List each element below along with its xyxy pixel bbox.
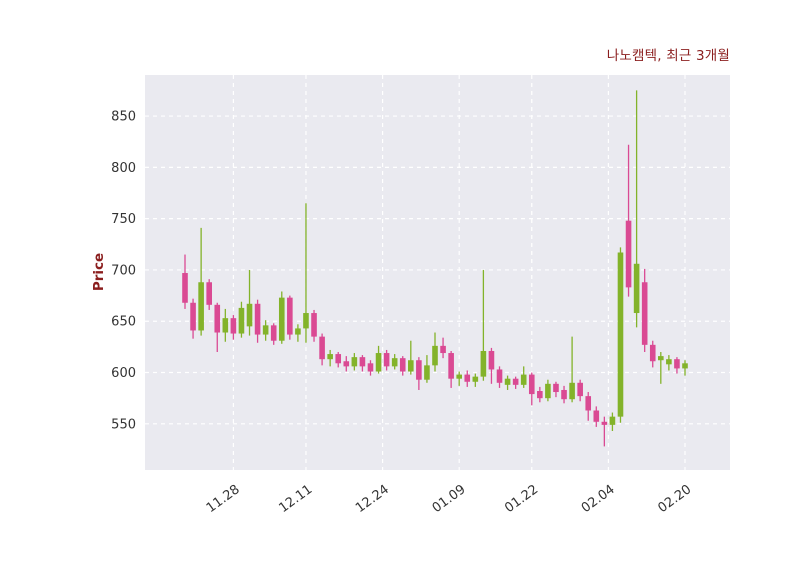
candle-body: [335, 354, 342, 364]
candle-body: [593, 410, 600, 422]
candle-body: [504, 378, 511, 385]
candle-body: [512, 378, 519, 385]
candle-body: [383, 353, 390, 367]
y-tick-label: 550: [111, 417, 136, 432]
candle-body: [496, 369, 503, 383]
x-tick-label: 02.20: [655, 482, 694, 516]
candle-body: [585, 396, 592, 411]
candle-body: [343, 361, 350, 367]
candle-body: [303, 313, 309, 329]
candle-body: [537, 391, 543, 399]
x-tick-label: 01.09: [430, 482, 469, 516]
x-tick-label: 01.22: [502, 482, 541, 516]
candle-body: [198, 282, 204, 331]
x-tick-label: 11.28: [204, 482, 243, 516]
candle-body: [182, 273, 188, 303]
y-tick-label: 600: [111, 366, 136, 381]
candle-body: [254, 303, 261, 335]
candle-body: [520, 374, 527, 385]
candle-body: [682, 363, 688, 369]
candle-body: [270, 325, 277, 341]
candle-body: [472, 376, 479, 382]
candle-body: [432, 345, 438, 366]
candle-body: [222, 318, 229, 333]
candle-body: [464, 374, 471, 382]
candle-body: [408, 360, 414, 372]
candle-body: [246, 303, 253, 327]
candle-body: [448, 353, 454, 379]
candle-body: [674, 359, 680, 369]
y-axis-label: Price: [91, 252, 107, 292]
y-tick-label: 800: [111, 161, 136, 176]
x-tick-label: 02.04: [579, 482, 618, 516]
candle-body: [561, 389, 567, 400]
candle-body: [440, 345, 446, 354]
chart-title: 나노캠텍, 최근 3개월: [606, 48, 730, 64]
x-tick-label: 12.24: [353, 482, 392, 516]
candle-body: [456, 374, 462, 379]
candle-body: [287, 297, 293, 335]
candle-body: [327, 354, 333, 360]
candle-body: [617, 252, 624, 417]
candle-body: [666, 359, 672, 365]
candle-body: [569, 382, 575, 400]
candle-body: [577, 382, 583, 397]
candle-body: [424, 365, 430, 380]
candle-body: [311, 313, 317, 337]
candle-body: [359, 357, 366, 367]
y-tick-label: 750: [111, 212, 136, 227]
candle-body: [553, 383, 559, 393]
candle-body: [295, 328, 301, 335]
candle-body: [230, 318, 237, 334]
candle-body: [351, 357, 358, 367]
candle-body: [367, 363, 374, 372]
candle-body: [545, 383, 551, 399]
candle-body: [319, 336, 325, 360]
candle-body: [375, 353, 382, 372]
candle-body: [238, 307, 245, 334]
candle-body: [278, 297, 285, 341]
candle-body: [609, 416, 616, 425]
candle-body: [625, 220, 632, 288]
candle-body: [658, 356, 664, 361]
x-tick-label: 12.11: [276, 482, 315, 516]
candle-body: [206, 282, 212, 305]
candle-body: [190, 302, 196, 331]
y-tick-label: 850: [111, 110, 136, 125]
y-tick-label: 650: [111, 315, 136, 330]
candle-body: [416, 360, 422, 380]
candle-body: [262, 325, 269, 335]
candle-body: [488, 350, 495, 370]
y-tick-label: 700: [111, 263, 136, 278]
candle-body: [641, 282, 648, 345]
candle-body: [649, 344, 656, 362]
candle-body: [633, 263, 640, 314]
plot-area: [145, 75, 730, 470]
candle-body: [601, 421, 608, 425]
candle-body: [480, 350, 487, 377]
candle-body: [528, 374, 535, 395]
candle-body: [214, 304, 221, 333]
candle-body: [391, 358, 398, 367]
candle-body: [399, 358, 406, 372]
